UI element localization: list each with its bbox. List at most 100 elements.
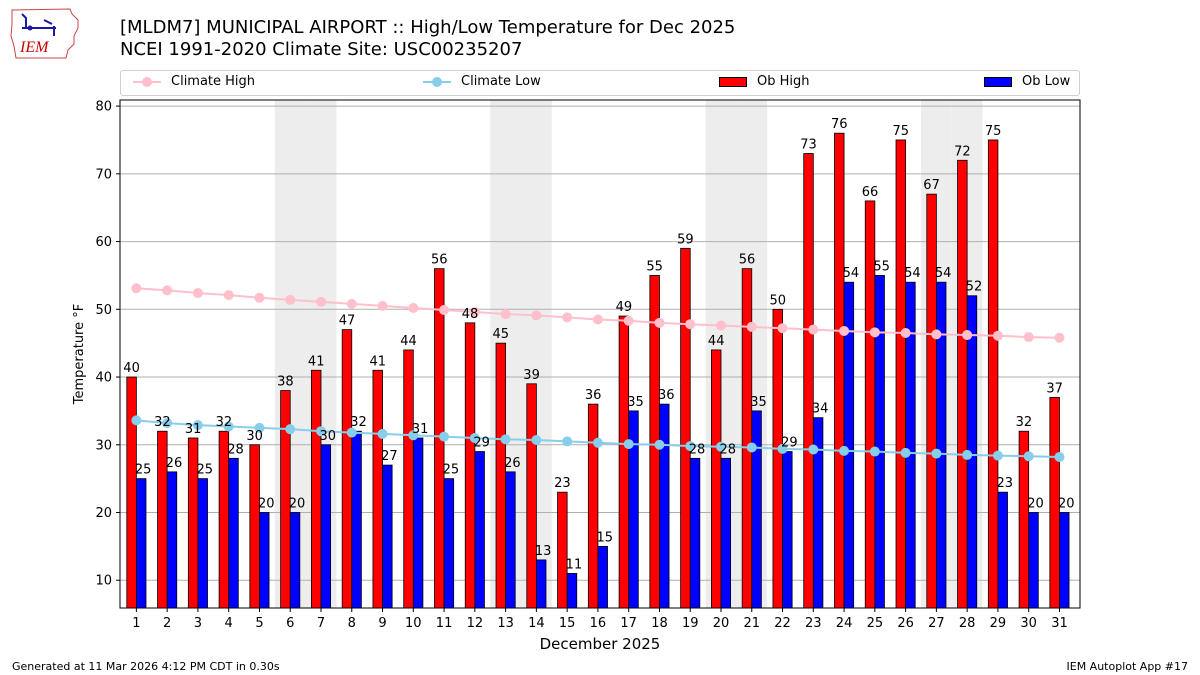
climate-high-point (223, 290, 234, 301)
x-tick-label: 20 (713, 616, 730, 631)
y-tick-label: 50 (95, 303, 112, 318)
bar-ob-high (741, 268, 753, 609)
climate-high-point (746, 321, 757, 332)
climate-high-point (316, 296, 326, 307)
climate-low-point (131, 415, 142, 426)
legend-label: Ob Low (1022, 74, 1071, 89)
label-ob-high: 30 (246, 429, 263, 444)
bar-ob-high (372, 369, 383, 609)
bar-ob-low (1059, 512, 1070, 609)
label-ob-high: 56 (431, 253, 448, 268)
label-ob-high: 36 (585, 388, 602, 403)
x-tick-label: 31 (1051, 616, 1068, 631)
bar-ob-high (341, 329, 353, 609)
x-tick-label: 19 (682, 616, 699, 631)
bar-ob-low (228, 457, 239, 609)
label-ob-high: 44 (708, 334, 725, 349)
bar-ob-low (351, 430, 362, 609)
climate-high-point (439, 304, 450, 315)
climate-low-point (808, 444, 819, 455)
x-tick-label: 15 (559, 616, 576, 631)
bar-ob-high (987, 139, 999, 609)
label-ob-low: 15 (596, 530, 613, 545)
bar-ob-high (834, 132, 845, 609)
climate-high-point (531, 310, 542, 321)
x-tick-label: 27 (928, 616, 945, 631)
label-ob-high: 75 (985, 124, 1002, 139)
bar-ob-low (535, 559, 547, 609)
climate-low-point (469, 432, 480, 443)
x-tick-label: 23 (805, 616, 822, 631)
label-ob-high: 67 (923, 178, 940, 193)
label-ob-high: 55 (646, 259, 663, 274)
x-tick-label: 11 (436, 616, 453, 631)
bars (126, 132, 1070, 609)
label-ob-high: 76 (831, 117, 848, 132)
x-tick-label: 14 (528, 616, 545, 631)
label-ob-high: 32 (216, 415, 233, 430)
climate-high-point (808, 324, 819, 335)
climate-low-point (562, 436, 573, 447)
bar-ob-high (772, 308, 783, 609)
label-ob-low: 31 (412, 422, 429, 437)
legend-ob-low-swatch (984, 76, 1012, 87)
bar-ob-low (166, 471, 178, 609)
bar-ob-high (526, 383, 537, 609)
y-tick-label: 60 (95, 235, 112, 250)
y-axis-label: Temperature °F (72, 304, 87, 405)
climate-high-point (469, 307, 480, 318)
climate-high-point (377, 300, 388, 311)
climate-low-point (254, 422, 265, 433)
climate-high-point (192, 288, 203, 299)
bar-ob-low (197, 478, 208, 609)
x-tick-label: 9 (378, 616, 386, 631)
climate-low-point (316, 426, 326, 437)
bar-ob-low (566, 573, 578, 609)
climate-low-point (1023, 451, 1034, 462)
climate-high-point (1023, 332, 1034, 343)
climate-high-point (500, 309, 511, 320)
bar-ob-high (803, 153, 814, 609)
bar-ob-high (587, 403, 599, 609)
bar-ob-high (895, 139, 907, 609)
climate-high-point (592, 314, 603, 325)
x-tick-label: 25 (867, 616, 884, 631)
plot-frame (119, 99, 1081, 609)
x-tick-label: 5 (255, 616, 263, 631)
x-tick-label: 26 (897, 616, 914, 631)
label-ob-high: 40 (123, 361, 140, 376)
label-ob-high: 75 (893, 124, 910, 139)
x-tick-label: 30 (1020, 616, 1037, 631)
climate-high-point (285, 294, 296, 305)
label-ob-high: 72 (954, 144, 971, 159)
label-ob-high: 45 (493, 327, 510, 342)
climate-low-point (162, 418, 173, 429)
legend-climate-low: Climate Low (423, 74, 541, 89)
climate-low-point (685, 441, 696, 452)
grid (120, 105, 1080, 581)
bar-ob-low (997, 491, 1008, 609)
climate-low-point (192, 420, 203, 431)
x-tick-label: 7 (317, 616, 325, 631)
climate-low-point (500, 434, 511, 445)
climate-low-point (962, 449, 973, 460)
label-ob-low: 25 (135, 463, 152, 478)
bar-ob-high (310, 369, 322, 609)
y-tick-label: 40 (95, 371, 112, 386)
label-ob-high: 66 (862, 185, 879, 200)
climate-low-point (223, 421, 234, 432)
bar-ob-high (680, 247, 691, 609)
legend-label: Climate High (171, 74, 256, 89)
legend: Climate High Climate Low Ob High Ob Low (120, 70, 1080, 96)
label-ob-high: 41 (308, 354, 325, 369)
label-ob-low: 13 (535, 544, 552, 559)
label-ob-low: 25 (443, 463, 460, 478)
x-tick-label: 18 (651, 616, 668, 631)
bar-ob-low (751, 410, 762, 609)
bar-ob-low (659, 403, 670, 609)
bar-ob-high (403, 349, 414, 609)
climate-low-point (346, 427, 357, 438)
label-ob-low: 28 (720, 442, 737, 457)
bar-ob-high (495, 342, 507, 609)
